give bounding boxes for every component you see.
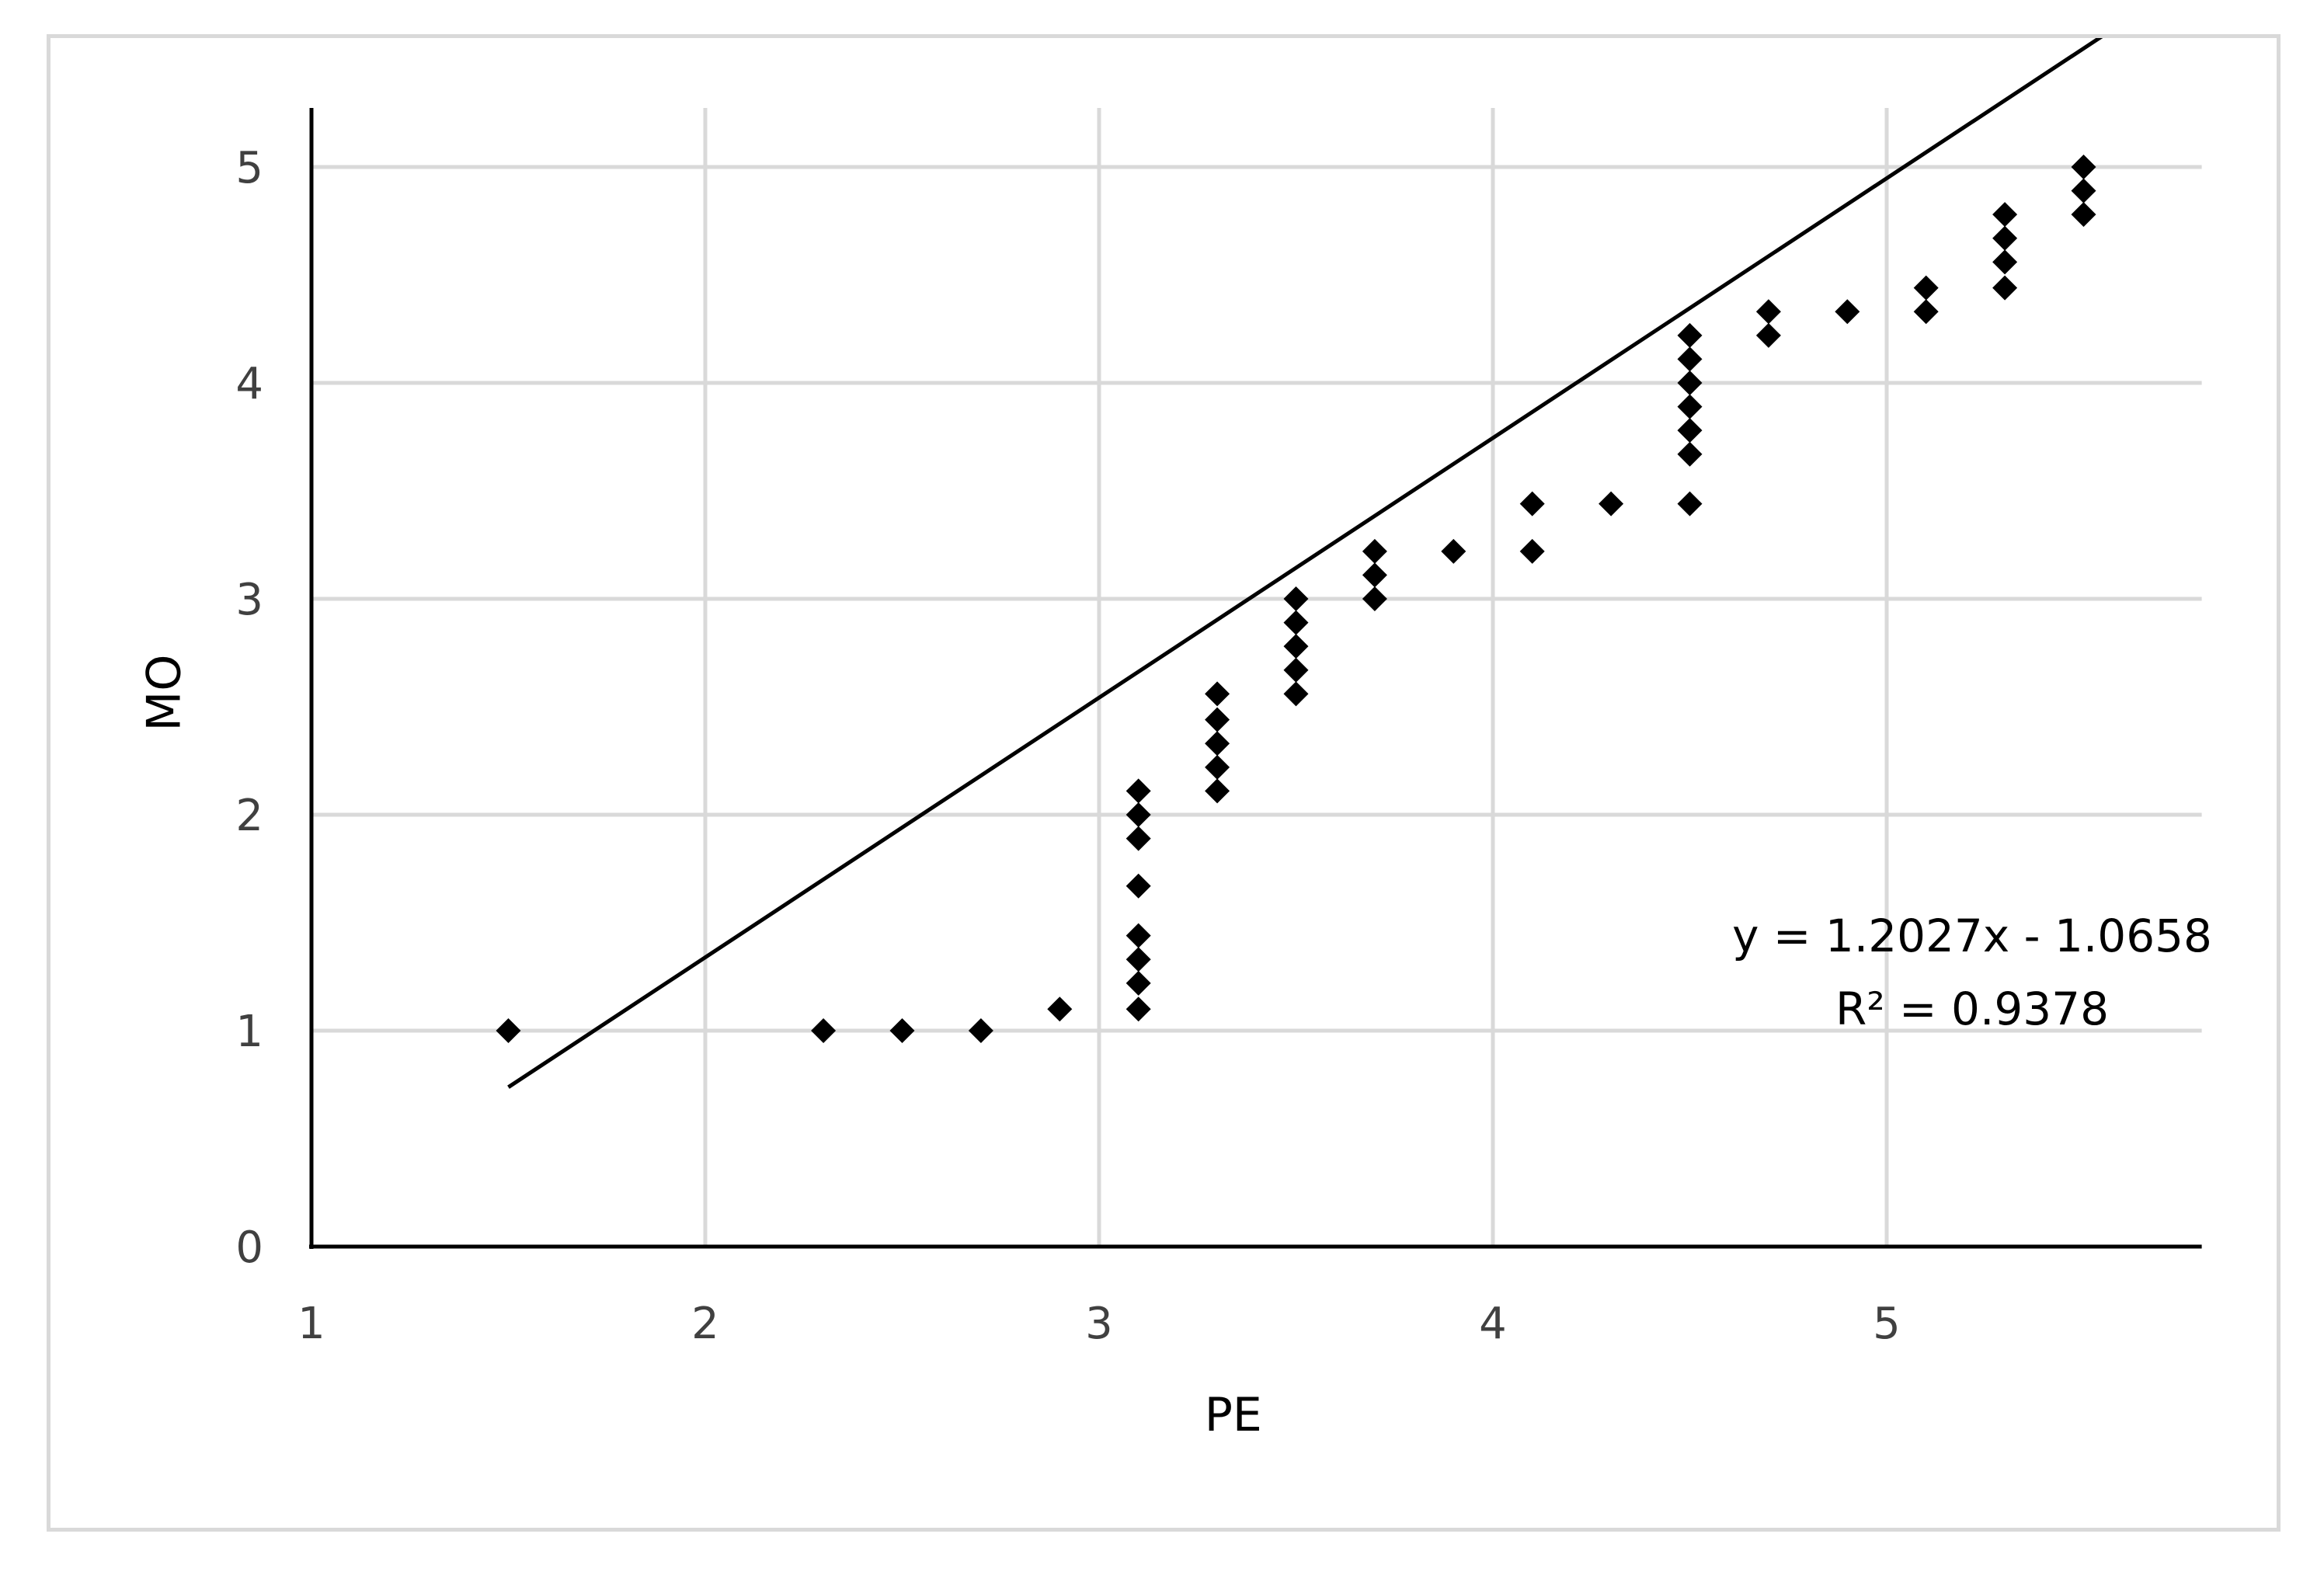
- data-point-10: [1125, 826, 1151, 851]
- data-point-25: [1362, 538, 1387, 564]
- data-point-7: [1125, 947, 1151, 972]
- data-point-27: [1519, 538, 1545, 564]
- y-tick-label-0: 0: [235, 1223, 263, 1273]
- trendline-group: [507, 38, 2103, 1089]
- data-point-28: [1519, 491, 1545, 516]
- x-tick-label-5: 5: [1873, 1299, 1901, 1349]
- data-point-33: [1677, 394, 1703, 419]
- data-point-4: [1047, 996, 1073, 1022]
- x-tick-label-4: 4: [1479, 1299, 1507, 1349]
- data-point-24: [1362, 562, 1387, 588]
- data-point-19: [1283, 657, 1309, 683]
- y-axis-title: MO: [137, 655, 192, 732]
- data-point-16: [1205, 707, 1230, 732]
- data-point-2: [889, 1018, 915, 1043]
- data-point-30: [1677, 491, 1703, 516]
- data-point-36: [1677, 322, 1703, 348]
- data-points: [496, 155, 2096, 1043]
- data-point-17: [1205, 681, 1230, 707]
- data-point-40: [1913, 299, 1939, 325]
- data-point-35: [1677, 346, 1703, 372]
- data-point-6: [1125, 970, 1151, 996]
- x-axis-title: PE: [1205, 1388, 1262, 1442]
- x-tick-label-3: 3: [1085, 1299, 1113, 1349]
- y-tick-label-3: 3: [235, 575, 263, 625]
- data-point-31: [1677, 441, 1703, 467]
- data-point-0: [496, 1018, 521, 1043]
- data-point-39: [1835, 299, 1860, 325]
- data-point-41: [1913, 275, 1939, 301]
- data-point-47: [2071, 178, 2096, 203]
- data-point-37: [1755, 322, 1781, 348]
- trendline: [507, 38, 2103, 1089]
- data-point-1: [811, 1018, 837, 1043]
- data-point-32: [1677, 418, 1703, 443]
- trendline-equation: y = 1.2027x - 1.0658: [1732, 910, 2212, 962]
- x-tick-label-2: 2: [691, 1299, 719, 1349]
- data-point-21: [1283, 610, 1309, 635]
- data-point-11: [1125, 802, 1151, 827]
- data-point-3: [968, 1018, 993, 1043]
- data-point-22: [1283, 586, 1309, 611]
- x-tick-label-1: 1: [297, 1299, 325, 1349]
- y-tick-label-1: 1: [235, 1007, 263, 1057]
- data-point-42: [1992, 275, 2018, 301]
- data-point-34: [1677, 370, 1703, 395]
- data-point-43: [1992, 249, 2018, 275]
- data-point-45: [1992, 202, 2018, 228]
- data-point-12: [1125, 778, 1151, 804]
- data-point-46: [2071, 202, 2096, 228]
- axes: [309, 108, 2202, 1249]
- data-point-13: [1205, 778, 1230, 804]
- y-tick-label-4: 4: [235, 359, 263, 409]
- data-point-9: [1125, 873, 1151, 899]
- data-point-38: [1755, 299, 1781, 325]
- data-point-44: [1992, 225, 2018, 251]
- data-point-14: [1205, 754, 1230, 780]
- y-tick-label-2: 2: [235, 791, 263, 841]
- data-point-26: [1441, 538, 1466, 564]
- gridlines: [311, 108, 2202, 1247]
- data-point-20: [1283, 634, 1309, 659]
- data-point-23: [1362, 586, 1387, 611]
- data-point-8: [1125, 923, 1151, 948]
- data-point-48: [2071, 155, 2096, 179]
- trendline-r-squared: R² = 0.9378: [1835, 983, 2109, 1035]
- data-point-18: [1283, 681, 1309, 707]
- data-point-29: [1599, 491, 1624, 516]
- data-point-5: [1125, 996, 1151, 1022]
- y-tick-label-5: 5: [235, 143, 263, 193]
- data-point-15: [1205, 731, 1230, 756]
